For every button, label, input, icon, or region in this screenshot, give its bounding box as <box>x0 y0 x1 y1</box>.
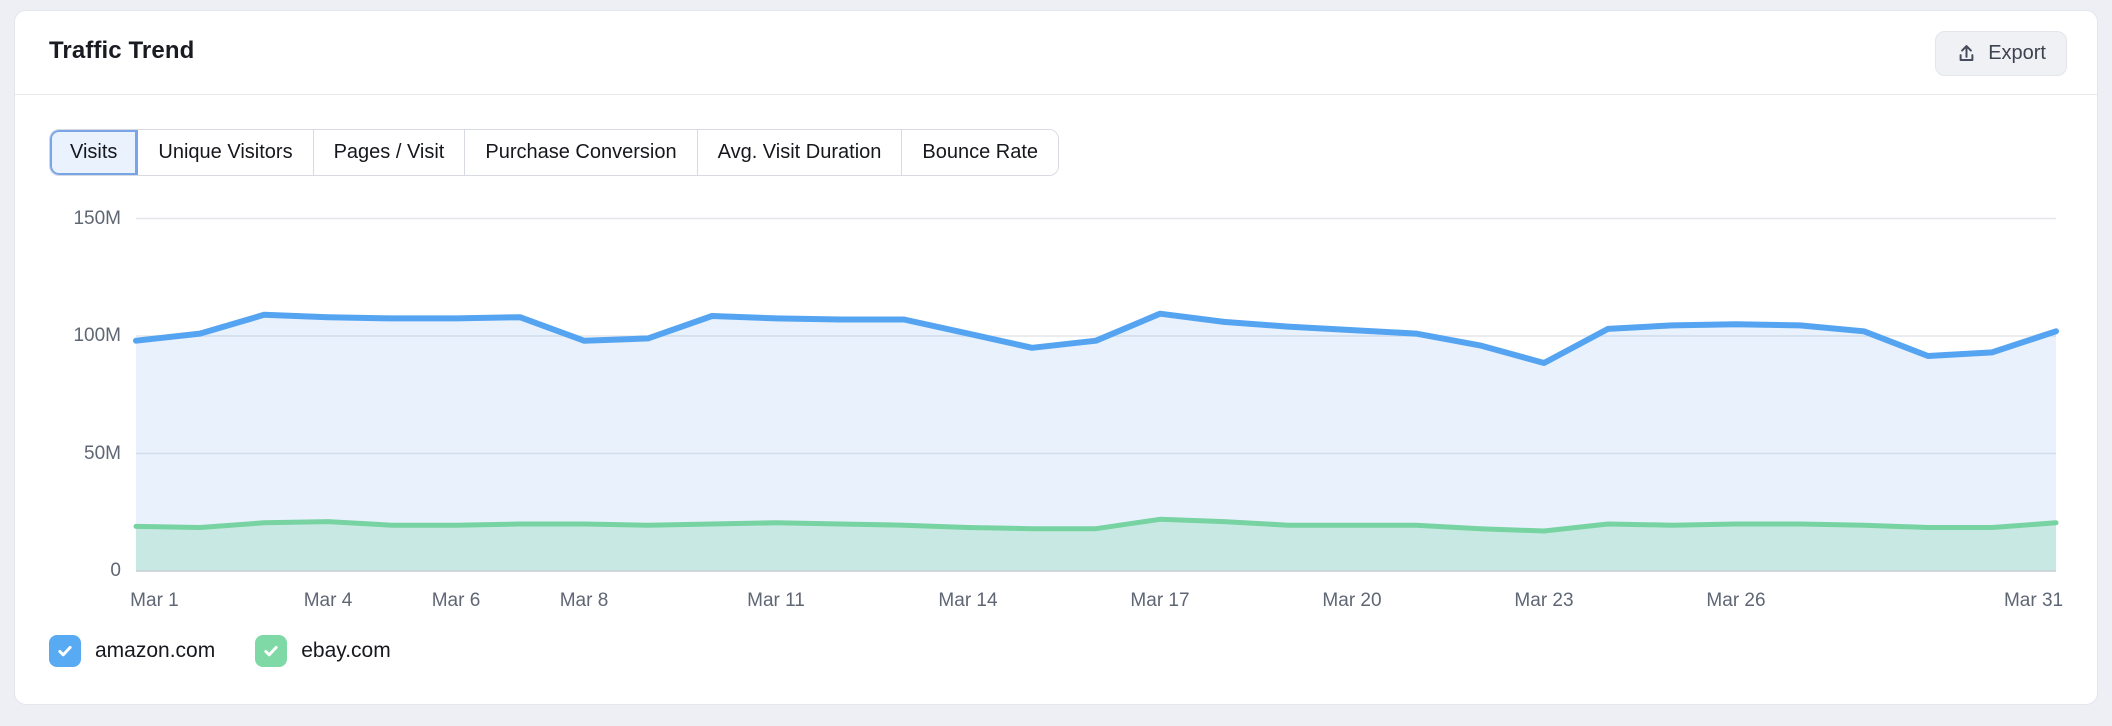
amazon-com-line[interactable] <box>133 310 2059 366</box>
tab-purchase-conversion[interactable]: Purchase Conversion <box>465 130 698 175</box>
ebay-com-area <box>136 519 2056 571</box>
ebay-com-line[interactable] <box>133 516 2059 534</box>
export-upload-icon <box>1956 43 1977 64</box>
tab-visits[interactable]: Visits <box>50 130 139 175</box>
legend-checkbox-amazon-com[interactable] <box>49 635 81 667</box>
y-axis-label-100M: 100M <box>73 325 121 346</box>
traffic-trend-card: Traffic Trend Export Visits Unique Visito… <box>14 10 2098 705</box>
card-header: Traffic Trend Export <box>15 11 2097 95</box>
legend-item-amazon-com[interactable]: amazon.com <box>49 635 215 667</box>
x-axis-label-mar-1: Mar 1 <box>130 590 179 611</box>
x-axis-label-mar-23: Mar 23 <box>1514 590 1574 611</box>
x-axis-label-mar-17: Mar 17 <box>1130 590 1190 611</box>
x-axis-label-mar-31: Mar 31 <box>2003 590 2064 611</box>
tab-pages-visit[interactable]: Pages / Visit <box>313 130 466 175</box>
x-axis-label-mar-11: Mar 11 <box>747 590 805 611</box>
metric-tabs: Visits Unique Visitors Pages / Visit Purcha… <box>49 129 1060 176</box>
chart-plot-area[interactable] <box>15 11 2099 706</box>
page-title: Traffic Trend <box>49 37 195 64</box>
y-axis-label-0: 0 <box>110 560 121 581</box>
amazon-com-area <box>136 313 2056 571</box>
x-axis-label-mar-6: Mar 6 <box>431 590 481 611</box>
tab-bounce-rate[interactable]: Bounce Rate <box>902 130 1059 175</box>
export-button[interactable]: Export <box>1935 31 2067 76</box>
y-axis-label-50M: 50M <box>84 442 121 464</box>
x-axis-label-mar-20: Mar 20 <box>1322 590 1382 611</box>
x-axis-label-mar-4: Mar 4 <box>303 590 353 611</box>
x-axis-label-mar-14: Mar 14 <box>938 590 998 611</box>
legend-item-ebay-com[interactable]: ebay.com <box>255 635 391 667</box>
legend-checkbox-ebay-com[interactable] <box>255 635 288 667</box>
x-axis-label-mar-8: Mar 8 <box>559 590 609 611</box>
chart-legend: amazon.com ebay.com <box>49 635 391 667</box>
tab-avg-visit-duration[interactable]: Avg. Visit Duration <box>697 130 903 175</box>
legend-label: amazon.com <box>95 639 216 662</box>
export-button-label: Export <box>1988 42 2046 64</box>
y-axis-label-150M: 150M <box>73 207 121 229</box>
tab-unique-visitors[interactable]: Unique Visitors <box>138 130 314 175</box>
traffic-chart[interactable]: 0 50M 100M 150M Mar 1 Mar 4 Mar 6 Mar 8 Mar 11 Ma… <box>15 11 2099 706</box>
x-axis-label-mar-26: Mar 26 <box>1706 590 1766 611</box>
legend-label: ebay.com <box>301 639 391 662</box>
